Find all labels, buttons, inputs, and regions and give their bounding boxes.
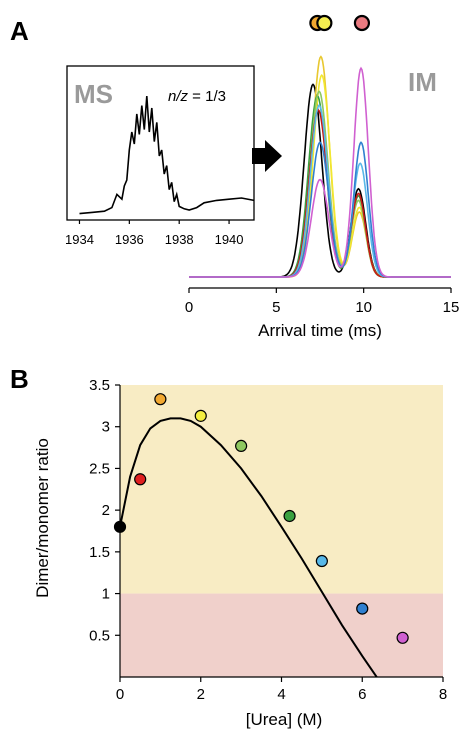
ratio-x-tick-label: 4 xyxy=(277,686,285,703)
ms-inset-frame xyxy=(66,65,255,221)
ratio-point xyxy=(134,473,147,486)
ratio-x-tick-label: 8 xyxy=(439,686,447,703)
ms-tick-label: 1936 xyxy=(115,232,144,247)
ratio-y-tick-label: 3 xyxy=(102,419,110,436)
ratio-point xyxy=(396,631,409,644)
ratio-y-tick-label: 2.5 xyxy=(89,460,110,477)
ratio-x-tick-label: 0 xyxy=(116,686,124,703)
im-x-ticks: 0 5 10 15 xyxy=(185,288,460,316)
ratio-x-tick-label: 6 xyxy=(358,686,366,703)
ratio-point xyxy=(235,439,248,453)
arrow-icon xyxy=(252,140,282,172)
im-tick-label: 15 xyxy=(443,299,460,316)
ratio-x-ticks: 0 2 4 6 8 xyxy=(116,677,447,703)
im-tick-label: 5 xyxy=(272,299,280,316)
ratio-y-ticks: 0.5 1 1.5 2 2.5 3 3.5 xyxy=(89,377,120,644)
im-tick-label: 10 xyxy=(355,299,372,316)
ratio-y-tick-label: 3.5 xyxy=(89,377,110,394)
peak-marker xyxy=(353,14,371,32)
ratio-y-tick-label: 2 xyxy=(102,502,110,519)
ratio-fit-curve xyxy=(120,417,378,677)
ratio-region xyxy=(120,385,443,594)
ms-tick-label: 1934 xyxy=(65,232,94,247)
ratio-fit xyxy=(120,417,378,677)
ms-ratio-suffix: = 1/3 xyxy=(188,88,226,105)
ratio-point xyxy=(356,602,369,615)
ratio-y-tick-label: 1 xyxy=(102,586,110,603)
ratio-point xyxy=(194,409,207,422)
im-series-group xyxy=(189,55,451,278)
ms-tick-label: 1940 xyxy=(215,232,244,247)
peak-markers xyxy=(309,14,371,32)
im-plot: IM 0 5 10 15 Arrival time (ms) xyxy=(185,14,460,340)
ratio-point xyxy=(283,509,296,523)
panel-b-letter: B xyxy=(10,364,29,394)
peak-marker xyxy=(316,14,333,32)
ms-label: MS xyxy=(74,79,113,109)
panel-a-letter: A xyxy=(10,16,29,46)
ratio-y-tick-label: 1.5 xyxy=(89,544,110,561)
ratio-y-tick-label: 0.5 xyxy=(89,627,110,644)
im-tick-label: 0 xyxy=(185,299,193,316)
ms-ratio-label: n/z = 1/3 xyxy=(168,88,226,105)
ratio-point xyxy=(315,554,328,568)
ratio-region xyxy=(120,593,443,677)
ratio-plot: 0.5 1 1.5 2 2.5 3 3.5 0 2 4 6 8 [Urea] (M) Dimer/m… xyxy=(33,377,447,729)
ms-x-ticks: 1934 1936 1938 1940 xyxy=(65,220,244,247)
ratio-point xyxy=(154,393,167,406)
ratio-regions xyxy=(120,385,443,677)
ratio-y-axis-label: Dimer/monomer ratio xyxy=(33,438,52,598)
im-x-axis-label: Arrival time (ms) xyxy=(258,321,382,340)
ms-inset: MS n/z = 1/3 1934 1936 1938 1940 xyxy=(65,65,255,247)
im-label: IM xyxy=(408,67,437,97)
ms-ratio-prefix: n/z xyxy=(168,88,189,105)
im-series-line xyxy=(189,66,451,278)
ms-spectrum-line xyxy=(79,95,255,215)
ratio-x-tick-label: 2 xyxy=(197,686,205,703)
ms-tick-label: 1938 xyxy=(165,232,194,247)
ratio-x-axis-label: [Urea] (M) xyxy=(246,710,323,729)
